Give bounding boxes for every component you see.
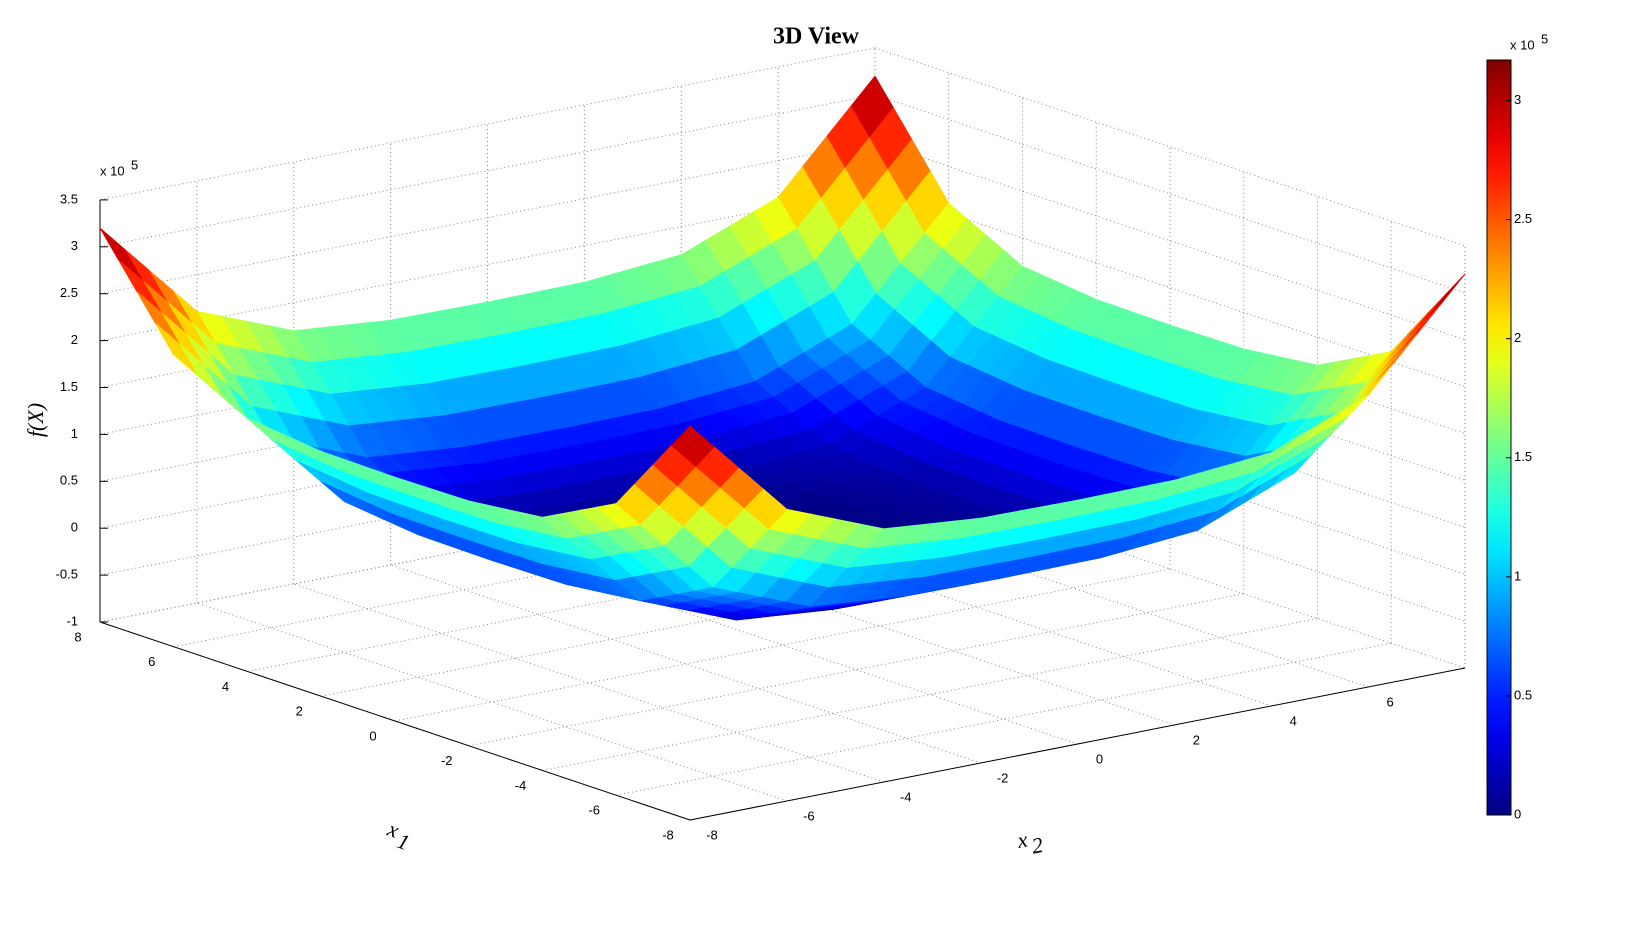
z-tick-label: 1.5	[60, 379, 78, 394]
x1-tick-label: 0	[369, 728, 376, 743]
colorbar-tick-label: 1	[1514, 568, 1521, 583]
x1-tick-label: 2	[296, 704, 303, 719]
x2-tick-label: 2	[1193, 732, 1200, 747]
z-tick-label: 0.5	[60, 473, 78, 488]
x2-tick-label: 6	[1387, 694, 1394, 709]
colorbar-tick-label: 2	[1514, 330, 1521, 345]
x2-tick-label: -6	[803, 808, 815, 823]
surface-patch	[1422, 273, 1466, 324]
surface	[99, 75, 1466, 621]
z-tick-label: 2	[71, 332, 78, 347]
z-tick-label: 1	[71, 426, 78, 441]
x2-tick-label: -4	[900, 789, 912, 804]
surface-patch	[99, 227, 144, 281]
x1-tick-label: 6	[148, 654, 155, 669]
x1-tick-label: -4	[515, 778, 527, 793]
axis-label: x1	[384, 816, 413, 856]
z-axis-label: f(X)	[23, 403, 48, 437]
floor-grid-x2	[196, 602, 788, 802]
exponent-power: 5	[1541, 31, 1548, 46]
colorbar-tick-label: 0	[1514, 806, 1521, 821]
colorbar	[1486, 59, 1512, 816]
x2-tick-label: -8	[706, 827, 718, 842]
x2-tick-label: 0	[1096, 751, 1103, 766]
z-tick-label: 0	[71, 520, 78, 535]
x1-tick-label: -6	[588, 803, 600, 818]
floor-grid-x1	[542, 618, 1318, 771]
x2-tick-label: -2	[997, 770, 1009, 785]
z-tick-label: -0.5	[56, 567, 78, 582]
chart-title: 3D View	[773, 24, 860, 50]
z-tick-label: 3.5	[60, 191, 78, 206]
colorbar-tick-label: 0.5	[1514, 687, 1532, 702]
x1-tick-label: -2	[441, 753, 453, 768]
z-tick-label: 3	[71, 238, 78, 253]
axis-line	[99, 621, 691, 821]
surface-patch	[1397, 304, 1442, 355]
colorbar-tick-label: 3	[1514, 92, 1521, 107]
floor-grid-x1	[468, 593, 1244, 747]
axis-label-sub: 2	[1030, 832, 1045, 859]
exponent-power: 5	[131, 157, 138, 172]
colorbar-tick-label: 2.5	[1514, 211, 1532, 226]
axis-label-base: x	[1014, 827, 1029, 854]
colorbar-tick-label: 1.5	[1514, 449, 1532, 464]
surface-patch	[670, 425, 715, 467]
x1-tick-label: 4	[222, 679, 229, 694]
x2-tick-label: 4	[1290, 713, 1297, 728]
z-tick-label: -1	[66, 613, 78, 628]
z-tick-label: 2.5	[60, 285, 78, 300]
x1-tick-label: 8	[74, 629, 81, 644]
exponent-label: x 10	[1510, 37, 1535, 52]
exponent-label: x 10	[100, 163, 125, 178]
axis-line	[689, 667, 1466, 821]
x1-tick-label: -8	[662, 827, 674, 842]
